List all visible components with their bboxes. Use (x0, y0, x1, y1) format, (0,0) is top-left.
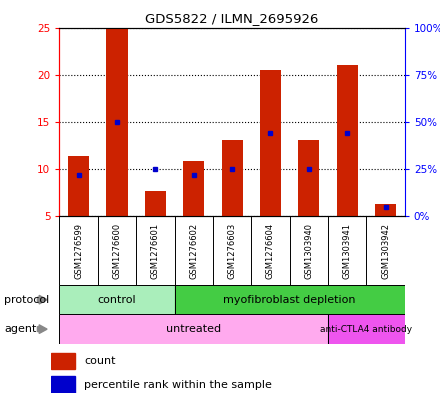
Bar (375, 204, 396, 216)
Text: GSM1276600: GSM1276600 (113, 222, 121, 279)
Bar (51, 376, 75, 393)
Bar (222, 140, 242, 216)
Text: agent: agent (4, 324, 37, 334)
Polygon shape (59, 314, 328, 344)
Bar (106, 28, 128, 216)
Text: anti-CTLA4 antibody: anti-CTLA4 antibody (320, 325, 412, 334)
Title: GDS5822 / ILMN_2695926: GDS5822 / ILMN_2695926 (145, 12, 319, 25)
Bar (260, 70, 281, 216)
Text: protocol: protocol (4, 295, 50, 305)
Bar (337, 65, 358, 216)
Text: GSM1276604: GSM1276604 (266, 222, 275, 279)
Polygon shape (175, 285, 405, 314)
Bar (51, 353, 75, 369)
Text: GSM1276602: GSM1276602 (189, 222, 198, 279)
Text: GSM1276603: GSM1276603 (227, 222, 237, 279)
Text: count: count (84, 356, 116, 366)
Text: control: control (98, 295, 136, 305)
Text: GSM1276601: GSM1276601 (151, 222, 160, 279)
Polygon shape (59, 285, 175, 314)
Polygon shape (328, 314, 405, 344)
Bar (298, 140, 319, 216)
Text: untreated: untreated (166, 324, 221, 334)
Text: myofibroblast depletion: myofibroblast depletion (224, 295, 356, 305)
Text: GSM1303941: GSM1303941 (343, 222, 352, 279)
Bar (145, 191, 166, 216)
Text: GSM1303940: GSM1303940 (304, 222, 313, 279)
Text: percentile rank within the sample: percentile rank within the sample (84, 380, 272, 389)
Text: GSM1276599: GSM1276599 (74, 222, 83, 279)
Bar (68, 156, 89, 216)
Bar (183, 162, 204, 216)
Text: GSM1303942: GSM1303942 (381, 222, 390, 279)
